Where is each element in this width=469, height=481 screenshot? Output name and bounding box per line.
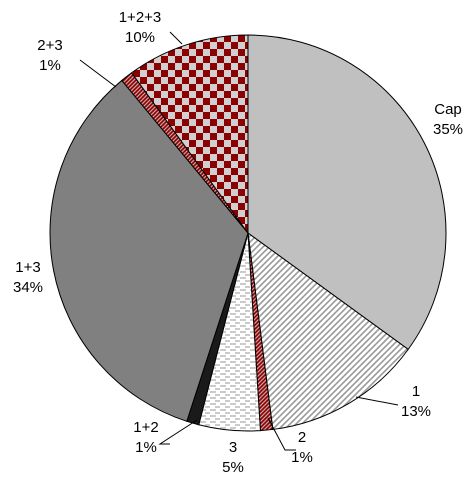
leader-line-1 <box>355 396 399 406</box>
slice-labels: Cap 35% 1 13% 2 1% 3 5% 1+2 1% 1+3 34% 2+3 1% 1+2+3 10% <box>13 9 463 476</box>
pie-slice-1-2-3 <box>130 34 249 235</box>
leader-lines <box>79 31 399 451</box>
pie-slice-1 <box>247 231 409 430</box>
slice-label-2-3: 2+3 1% <box>37 37 62 74</box>
slice-label-1-2-3: 1+2+3 10% <box>119 9 162 46</box>
slice-label-1-2: 1+2 1% <box>133 419 158 456</box>
slice-label-2: 2 1% <box>291 429 313 466</box>
pie-slice-1-3 <box>49 79 249 422</box>
pie-slice-Cap <box>247 34 447 351</box>
leader-line-1-2-3 <box>169 31 183 45</box>
leader-line-1-2 <box>158 419 198 445</box>
pie-slices <box>49 34 447 432</box>
slice-label-3: 3 5% <box>222 439 244 476</box>
slice-label-Cap: Cap 35% <box>433 101 463 138</box>
leader-line-2-3 <box>79 59 117 88</box>
slice-label-1: 1 13% <box>401 383 431 420</box>
slice-label-1-3: 1+3 34% <box>13 259 43 296</box>
leader-line-2 <box>267 417 296 451</box>
